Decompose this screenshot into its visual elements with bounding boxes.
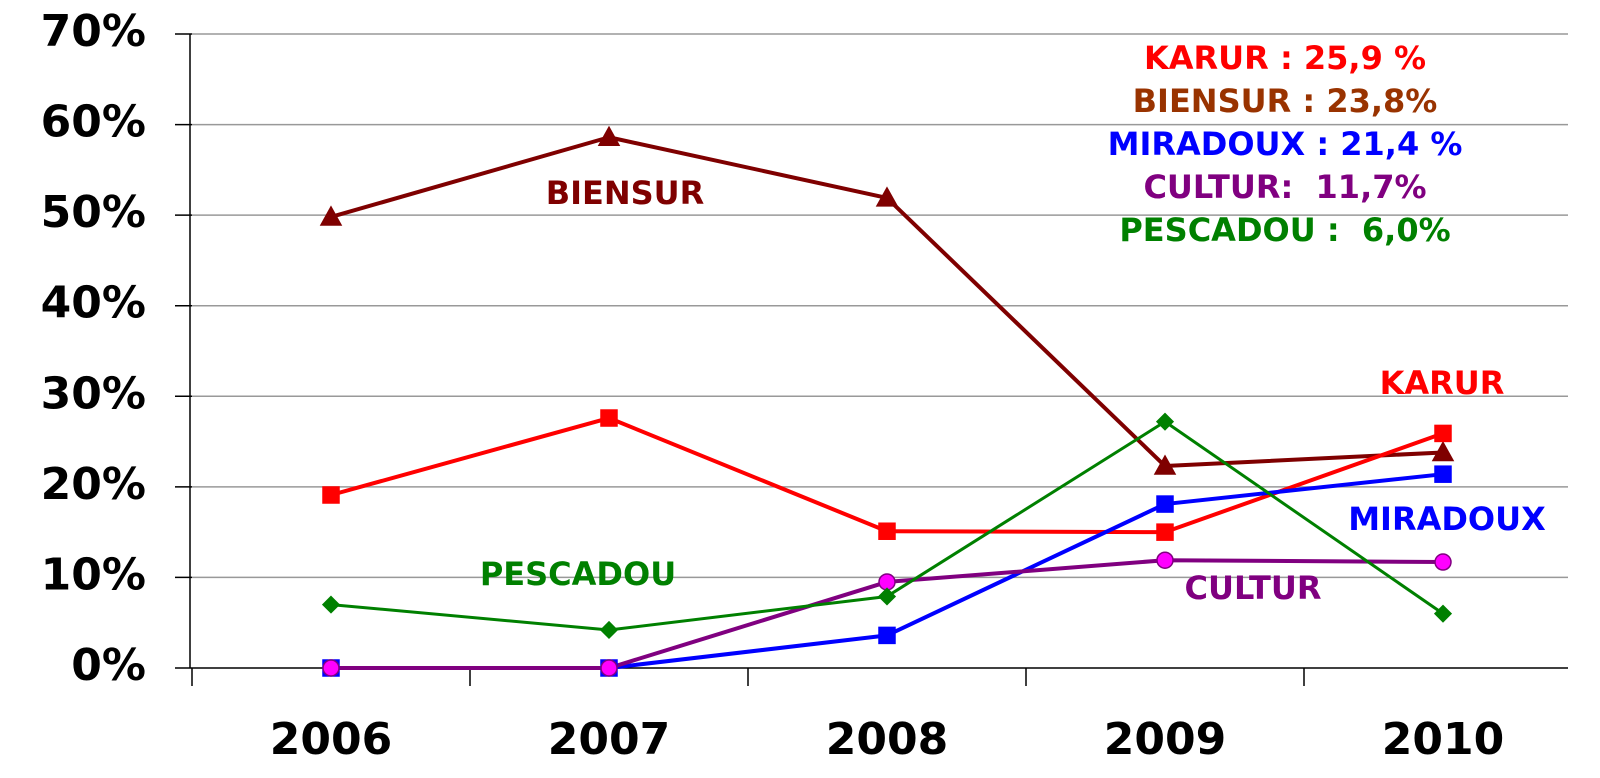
marker [597,125,621,147]
marker [1434,465,1452,483]
marker [1431,440,1455,462]
marker [319,205,343,226]
marker [1433,604,1453,623]
annotation: BIENSUR : 23,8% [1133,82,1438,120]
x-tick-label: 2007 [548,714,670,765]
y-tick-label: 10% [41,549,146,600]
series-label: BIENSUR [546,174,705,212]
y-tick-label: 40% [41,278,146,329]
annotation: KARUR : 25,9 % [1144,39,1426,77]
marker [599,620,619,640]
marker [875,186,899,207]
y-tick-label: 0% [71,640,146,691]
annotation: CULTUR: 11,7% [1143,168,1426,206]
marker [878,522,896,540]
marker [1434,424,1452,443]
y-tick-label: 60% [41,97,146,148]
x-tick-label: 2010 [1382,714,1504,765]
marker [1156,523,1174,541]
marker [1156,495,1174,513]
annotation: PESCADOU : 6,0% [1119,211,1450,249]
series-line [330,416,1444,535]
y-tick-label: 30% [41,368,146,419]
marker [1153,454,1177,475]
y-tick-label: 70% [41,6,146,57]
marker [1156,551,1174,569]
series-label: CULTUR [1184,569,1321,607]
marker [600,659,618,677]
y-tick-label: 20% [41,459,146,510]
y-tick-label: 50% [41,187,146,238]
series-label: KARUR [1380,364,1505,402]
marker [321,595,341,614]
marker [322,486,340,504]
marker [600,409,618,427]
x-tick-label: 2009 [1104,714,1226,765]
marker [322,659,340,677]
marker [1155,412,1175,431]
series-label: MIRADOUX [1348,500,1546,538]
marker [877,587,897,606]
series-label: PESCADOU [480,555,676,593]
x-tick-label: 2008 [826,714,948,765]
marker [1434,553,1452,571]
annotation: MIRADOUX : 21,4 % [1108,125,1463,163]
marker [878,626,896,645]
x-tick-label: 2006 [270,714,392,765]
